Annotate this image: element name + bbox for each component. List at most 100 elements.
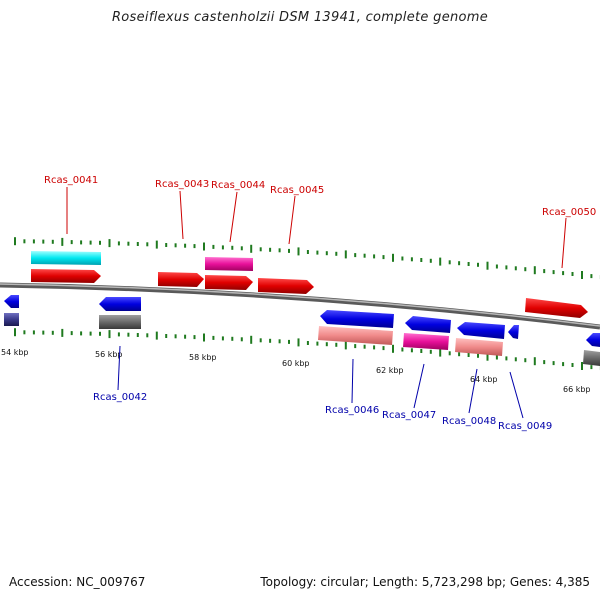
tick-mark — [354, 253, 357, 258]
tick-mark — [231, 245, 234, 250]
gene-label-rcas-0047[interactable]: Rcas_0047 — [382, 410, 436, 421]
tick-mark — [458, 352, 461, 357]
tick-mark — [467, 262, 470, 266]
tick-mark — [146, 242, 149, 247]
gene-rcas-0043[interactable] — [158, 272, 204, 287]
gene-label-rcas-0044[interactable]: Rcas_0044 — [211, 180, 265, 191]
tick-mark — [51, 330, 54, 335]
gene-label-rcas-0049[interactable]: Rcas_0049 — [498, 421, 552, 432]
tick-mark — [571, 363, 574, 367]
tick-mark — [439, 348, 442, 357]
tick-mark — [420, 258, 423, 262]
tick-mark — [505, 356, 508, 361]
tick-mark — [184, 243, 187, 248]
tick-mark — [203, 242, 205, 251]
tick-mark — [514, 357, 517, 362]
gene-rcas-0044-rrna[interactable] — [205, 257, 253, 271]
tick-mark — [401, 256, 404, 261]
tick-mark — [108, 239, 111, 248]
tick-mark — [212, 335, 215, 340]
gene-label-rcas-0041[interactable]: Rcas_0041 — [44, 175, 98, 186]
tick-mark — [174, 334, 177, 339]
tick-mark — [562, 271, 565, 276]
forward-gene-labels — [66, 187, 567, 269]
tick-mark — [477, 262, 479, 267]
genome-backbone-highlight — [0, 283, 600, 327]
tick-mark — [325, 251, 328, 256]
tick-mark — [297, 338, 300, 347]
tick-mark — [335, 251, 338, 256]
accession-text: Accession: NC_009767 — [9, 575, 146, 589]
tick-mark — [174, 243, 177, 248]
gene-rcas-0048[interactable] — [457, 322, 505, 339]
tick-mark — [448, 351, 451, 356]
gene-rcas-0041[interactable] — [31, 269, 101, 283]
tick-mark — [155, 331, 158, 340]
tick-mark — [514, 266, 517, 271]
tick-mark — [250, 335, 253, 344]
gene-rcas-0047[interactable] — [405, 316, 451, 333]
tick-mark — [429, 349, 432, 354]
gene-label-rcas-0042[interactable]: Rcas_0042 — [93, 392, 147, 403]
tick-mark — [401, 347, 404, 352]
gene-rcas-0051-partial[interactable] — [583, 333, 600, 366]
tick-mark — [306, 250, 309, 254]
tick-mark — [193, 335, 196, 340]
tick-mark — [14, 237, 16, 246]
gene-label-rcas-0048[interactable]: Rcas_0048 — [442, 416, 496, 427]
tick-mark — [495, 264, 498, 269]
tick-mark — [23, 330, 26, 335]
tick-mark — [165, 334, 168, 338]
tick-mark — [581, 362, 583, 370]
gene-rcas-0050[interactable] — [525, 298, 588, 318]
kbp-label: 56 kbp — [95, 350, 123, 359]
kbp-label: 58 kbp — [189, 353, 217, 362]
tick-mark — [61, 237, 64, 246]
tick-mark — [259, 247, 262, 252]
gene-rcas-0046[interactable] — [320, 310, 394, 328]
tick-mark — [439, 257, 442, 266]
tick-mark — [269, 247, 272, 252]
gene-rcas-0049[interactable] — [508, 325, 519, 339]
gene-rcas-0041-rrna[interactable] — [31, 251, 101, 265]
tick-mark — [136, 333, 139, 337]
gene-rcas-0042[interactable] — [99, 297, 141, 311]
reverse-gene-labels — [117, 345, 524, 419]
tick-mark — [495, 355, 498, 360]
tick-mark — [51, 239, 54, 244]
gene-rcas-0047-rrna[interactable] — [403, 333, 449, 350]
gene-rcas-0046-rrna[interactable] — [318, 326, 393, 345]
gene-label-rcas-0043[interactable]: Rcas_0043 — [155, 179, 209, 190]
gene-rcas-0048-rrna[interactable] — [455, 338, 503, 356]
tick-mark — [373, 254, 376, 259]
tick-mark — [165, 243, 168, 247]
gene-label-rcas-0045[interactable]: Rcas_0045 — [270, 185, 324, 196]
tick-mark — [193, 244, 196, 249]
gene-rcas-0042-pseudo[interactable] — [99, 315, 141, 329]
tick-mark — [32, 239, 35, 244]
tick-mark — [524, 267, 527, 272]
kbp-labels: 54 kbp 56 kbp 58 kbp 60 kbp 62 kbp 64 kb… — [1, 348, 591, 394]
gene-rcas-0044[interactable] — [205, 275, 253, 290]
tick-mark — [552, 361, 555, 366]
tick-mark — [155, 240, 158, 249]
gene-label-rcas-0046[interactable]: Rcas_0046 — [325, 405, 379, 416]
kbp-label: 60 kbp — [282, 359, 310, 368]
tick-mark — [32, 330, 35, 335]
tick-mark — [410, 257, 413, 262]
tick-mark — [382, 346, 385, 351]
tick-mark — [231, 336, 234, 341]
gene-label-rcas-0050[interactable]: Rcas_0050 — [542, 207, 596, 218]
tick-mark — [259, 338, 262, 343]
gene-rcas-0040-partial[interactable] — [4, 295, 19, 326]
tick-mark — [458, 261, 461, 266]
tick-mark — [486, 261, 489, 270]
tick-mark — [42, 330, 45, 335]
gene-rcas-0045[interactable] — [258, 278, 314, 294]
tick-mark — [486, 352, 489, 361]
tick-mark — [297, 247, 300, 256]
tick-mark — [316, 341, 319, 346]
tick-mark — [240, 337, 243, 342]
tick-mark — [448, 260, 451, 265]
